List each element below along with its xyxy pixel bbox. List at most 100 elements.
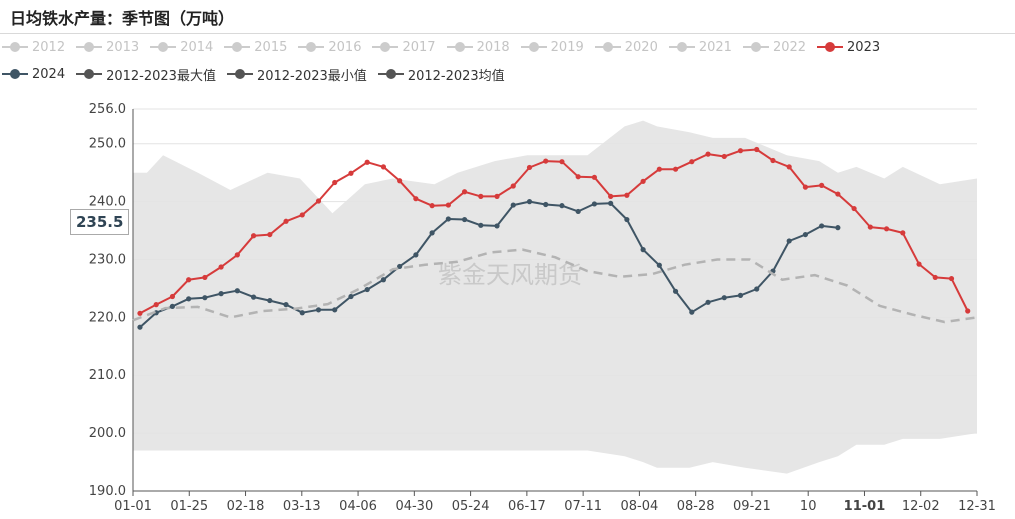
legend-item[interactable]: 2018 bbox=[446, 40, 510, 55]
data-point[interactable] bbox=[445, 202, 451, 208]
data-point[interactable] bbox=[461, 189, 468, 195]
data-point[interactable] bbox=[494, 223, 500, 229]
data-point[interactable] bbox=[932, 274, 938, 281]
data-point[interactable] bbox=[315, 307, 322, 313]
data-point[interactable] bbox=[543, 158, 549, 164]
data-point[interactable] bbox=[332, 307, 338, 313]
data-point[interactable] bbox=[656, 166, 662, 172]
data-point[interactable] bbox=[591, 201, 598, 207]
data-point[interactable] bbox=[883, 226, 890, 232]
legend-item[interactable]: 2015 bbox=[224, 40, 287, 55]
legend-item[interactable]: 2016 bbox=[298, 40, 361, 55]
data-point[interactable] bbox=[689, 309, 695, 315]
data-point[interactable] bbox=[202, 295, 208, 301]
data-point[interactable] bbox=[900, 230, 906, 236]
legend-item[interactable]: 2024 bbox=[2, 67, 65, 82]
data-point[interactable] bbox=[429, 230, 435, 236]
data-point[interactable] bbox=[445, 216, 451, 222]
legend-item[interactable]: 2019 bbox=[520, 40, 584, 55]
data-point[interactable] bbox=[186, 296, 192, 302]
data-point[interactable] bbox=[737, 292, 744, 298]
data-point[interactable] bbox=[250, 233, 257, 239]
data-point[interactable] bbox=[218, 291, 224, 297]
data-point[interactable] bbox=[770, 157, 776, 164]
data-point[interactable] bbox=[835, 225, 841, 231]
data-point[interactable] bbox=[429, 203, 435, 209]
data-point[interactable] bbox=[413, 252, 419, 258]
data-point[interactable] bbox=[218, 264, 224, 270]
data-point[interactable] bbox=[332, 179, 338, 186]
data-point[interactable] bbox=[169, 303, 176, 309]
data-point[interactable] bbox=[397, 263, 403, 270]
data-point[interactable] bbox=[656, 262, 662, 268]
data-point[interactable] bbox=[916, 261, 922, 267]
data-point[interactable] bbox=[397, 178, 403, 184]
legend-item[interactable]: 2012-2023均值 bbox=[377, 65, 505, 84]
legend-item[interactable]: 2014 bbox=[150, 40, 213, 55]
data-point[interactable] bbox=[786, 164, 792, 170]
data-point[interactable] bbox=[510, 202, 516, 208]
data-point[interactable] bbox=[672, 166, 679, 172]
data-point[interactable] bbox=[299, 212, 305, 218]
data-point[interactable] bbox=[754, 146, 760, 153]
data-point[interactable] bbox=[283, 218, 289, 224]
data-point[interactable] bbox=[348, 293, 354, 300]
data-point[interactable] bbox=[835, 191, 841, 197]
data-point[interactable] bbox=[819, 182, 825, 188]
data-point[interactable] bbox=[689, 159, 695, 165]
legend-item[interactable]: 2023 bbox=[817, 40, 880, 55]
data-point[interactable] bbox=[543, 201, 549, 208]
data-point[interactable] bbox=[137, 324, 143, 330]
legend-item[interactable]: 2012-2023最小值 bbox=[226, 65, 367, 84]
data-point[interactable] bbox=[461, 216, 468, 223]
data-point[interactable] bbox=[526, 164, 533, 171]
data-point[interactable] bbox=[478, 222, 484, 228]
data-point[interactable] bbox=[267, 231, 273, 238]
data-point[interactable] bbox=[559, 203, 565, 209]
data-point[interactable] bbox=[413, 196, 419, 202]
data-point[interactable] bbox=[186, 277, 192, 283]
legend-item[interactable]: 2012-2023最大值 bbox=[76, 65, 216, 84]
data-point[interactable] bbox=[478, 193, 484, 199]
data-point[interactable] bbox=[705, 299, 711, 305]
data-point[interactable] bbox=[153, 302, 159, 308]
data-point[interactable] bbox=[754, 286, 760, 292]
data-point[interactable] bbox=[672, 288, 679, 294]
data-point[interactable] bbox=[640, 247, 646, 253]
data-point[interactable] bbox=[348, 170, 354, 176]
data-point[interactable] bbox=[137, 310, 143, 316]
data-point[interactable] bbox=[591, 174, 598, 180]
data-point[interactable] bbox=[380, 277, 387, 283]
data-point[interactable] bbox=[802, 184, 809, 190]
data-point[interactable] bbox=[559, 159, 565, 165]
data-point[interactable] bbox=[364, 286, 370, 293]
data-point[interactable] bbox=[283, 302, 289, 308]
data-point[interactable] bbox=[737, 148, 744, 154]
legend-item[interactable]: 2017 bbox=[372, 40, 436, 55]
data-point[interactable] bbox=[494, 193, 500, 199]
legend-item[interactable]: 2022 bbox=[742, 40, 806, 55]
data-point[interactable] bbox=[705, 151, 711, 157]
data-point[interactable] bbox=[802, 231, 809, 238]
data-point[interactable] bbox=[965, 308, 971, 314]
data-point[interactable] bbox=[867, 224, 873, 230]
data-point[interactable] bbox=[380, 164, 387, 170]
data-point[interactable] bbox=[364, 159, 370, 165]
data-point[interactable] bbox=[608, 193, 614, 199]
data-point[interactable] bbox=[202, 274, 208, 281]
data-point[interactable] bbox=[948, 275, 955, 282]
data-point[interactable] bbox=[234, 288, 240, 294]
data-point[interactable] bbox=[851, 205, 857, 212]
data-point[interactable] bbox=[819, 223, 825, 229]
data-point[interactable] bbox=[640, 178, 646, 184]
data-point[interactable] bbox=[624, 192, 630, 198]
data-point[interactable] bbox=[526, 199, 533, 205]
data-point[interactable] bbox=[721, 295, 727, 301]
data-point[interactable] bbox=[575, 174, 581, 180]
legend-item[interactable]: 2012 bbox=[2, 40, 65, 55]
legend-item[interactable]: 2020 bbox=[594, 40, 658, 55]
data-point[interactable] bbox=[234, 252, 240, 258]
data-point[interactable] bbox=[624, 216, 630, 223]
data-point[interactable] bbox=[575, 208, 581, 215]
data-point[interactable] bbox=[721, 153, 727, 160]
